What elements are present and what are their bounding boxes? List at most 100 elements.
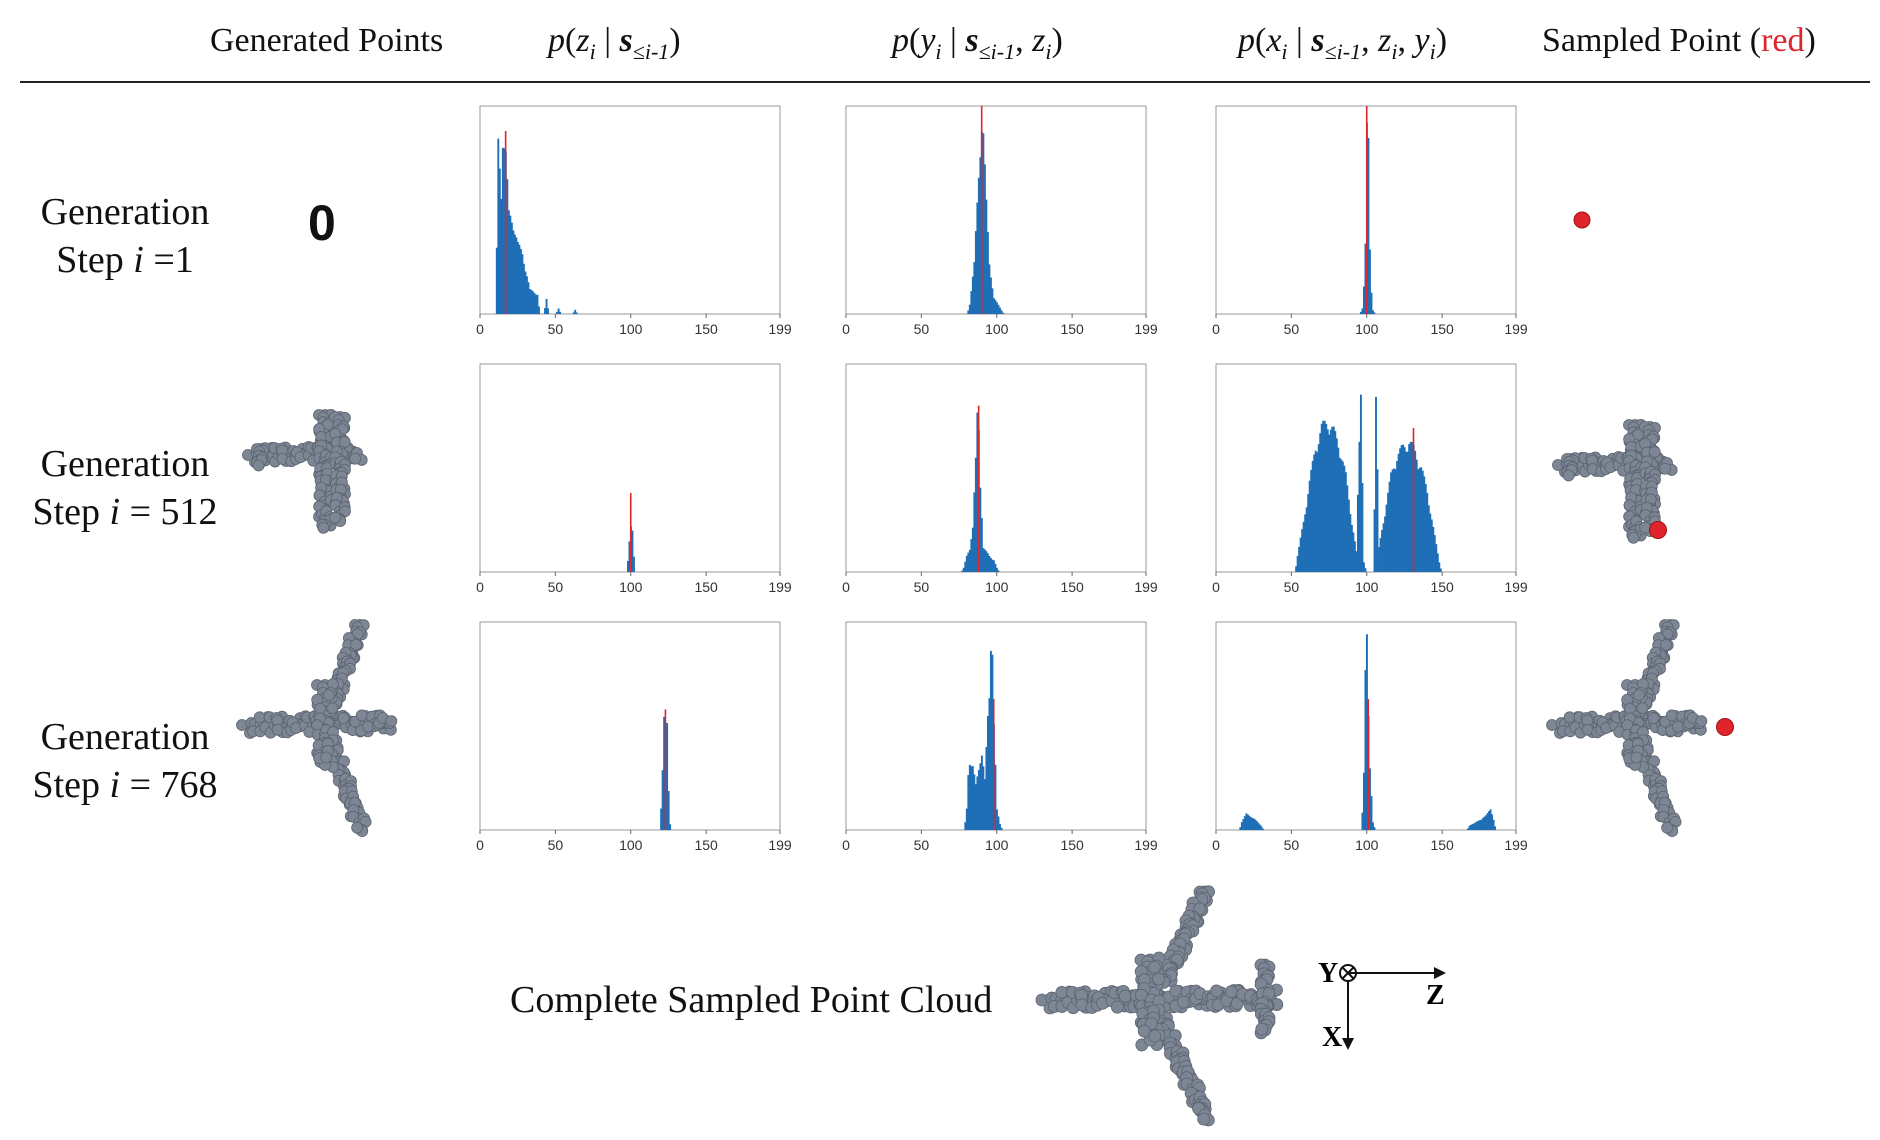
- hist-bar: [1319, 433, 1322, 572]
- hist-bar: [994, 300, 997, 314]
- hist-bar: [1482, 817, 1484, 830]
- hist-bar: [1002, 312, 1004, 314]
- cloud-point: [1647, 712, 1660, 725]
- row1-line1: Generation: [40, 191, 210, 233]
- hist-bar: [1375, 396, 1377, 572]
- x-tick-label: 150: [1430, 837, 1454, 853]
- x-tick-label: 100: [1355, 837, 1379, 853]
- hist-bar: [989, 557, 992, 572]
- hist-bar: [1246, 814, 1249, 830]
- hist-bar: [1316, 452, 1319, 572]
- hist-bar: [507, 210, 510, 314]
- hist-bar: [513, 234, 516, 314]
- hist-bar: [1322, 420, 1325, 572]
- hist-bar: [1343, 465, 1346, 572]
- hist-bar: [1356, 494, 1359, 572]
- hist-r3-x: 0 50 100 150 199: [1212, 621, 1528, 853]
- x-tick-label: 100: [1355, 579, 1379, 595]
- row1-var: i: [133, 239, 144, 281]
- hist-bar: [1317, 444, 1320, 572]
- x-tick-label: 150: [694, 837, 718, 853]
- hist-bar: [1252, 818, 1255, 830]
- hist-bar: [968, 550, 971, 572]
- x-tick-label: 100: [1355, 321, 1379, 337]
- header-p-z: p(zi | s≤i-1): [548, 22, 681, 64]
- axis-y-label: Y: [1318, 958, 1338, 989]
- hist-bar: [980, 518, 983, 572]
- cloud-complete: [1035, 885, 1284, 1127]
- hist-bar: [983, 164, 986, 314]
- hist-bar: [983, 779, 986, 830]
- hist-bar: [971, 276, 974, 314]
- hist-bar: [512, 230, 515, 314]
- hist-bar: [982, 766, 985, 830]
- hist-bar: [1366, 634, 1368, 830]
- row2-suffix: = 512: [120, 491, 218, 533]
- hist-bar: [961, 570, 964, 572]
- x-tick-label: 50: [914, 579, 930, 595]
- hist-r2-x: 0 50 100 150 199: [1212, 363, 1528, 595]
- x-tick-label: 0: [476, 579, 484, 595]
- cloud-point: [1148, 1029, 1162, 1043]
- hist-bar: [967, 552, 970, 572]
- x-tick-label: 100: [619, 837, 643, 853]
- hist-bar: [1335, 438, 1338, 572]
- hist-bar: [575, 312, 578, 314]
- hist-bar: [1409, 441, 1412, 572]
- hist-bar: [967, 775, 970, 830]
- zero-points-label: 0: [308, 195, 336, 251]
- header-rule: [20, 81, 1870, 83]
- hist-bar: [1471, 824, 1474, 830]
- hist-bar: [574, 309, 577, 314]
- hist-bar: [1480, 819, 1483, 830]
- cloud-point: [337, 712, 350, 725]
- plot-frame: [479, 621, 781, 831]
- hist-bar: [980, 755, 983, 830]
- hist-bar: [1369, 249, 1371, 314]
- hist-bar: [544, 308, 546, 314]
- hist-bar: [989, 650, 992, 830]
- hist-bar: [545, 298, 548, 314]
- hist-bar: [1298, 546, 1301, 572]
- hist-bar: [666, 722, 669, 830]
- hist-bar: [522, 263, 525, 314]
- hist-bar: [968, 764, 971, 830]
- hist-bar: [1337, 447, 1340, 572]
- hist-bar: [1331, 426, 1334, 572]
- hist-r3-y: 0 50 100 150 199: [842, 621, 1158, 853]
- hist-bar: [1427, 505, 1430, 572]
- hist-bar: [1396, 461, 1399, 572]
- hist-bar: [986, 553, 989, 572]
- hist-bar: [1486, 813, 1489, 830]
- hist-bar: [510, 222, 513, 314]
- hist-bar: [982, 548, 985, 572]
- hist-bar: [1373, 312, 1376, 314]
- hist-bar: [1295, 566, 1298, 572]
- hist-bar: [1438, 562, 1441, 572]
- hist-bar: [992, 560, 995, 572]
- hist-bar: [1254, 819, 1257, 830]
- x-tick-label: 50: [548, 837, 564, 853]
- hist-bar: [1426, 492, 1429, 572]
- hist-bar: [1255, 821, 1258, 830]
- hist-bar: [1387, 492, 1390, 572]
- hist-bar: [1367, 137, 1370, 314]
- hist-bar: [1346, 485, 1349, 572]
- cloud-point: [1633, 689, 1645, 701]
- hist-bar: [1492, 819, 1495, 830]
- axis-x-label: X: [1322, 1022, 1342, 1053]
- cloud-point: [1695, 715, 1708, 728]
- hist-bar: [495, 247, 498, 314]
- hist-bar: [1476, 821, 1478, 830]
- hist-bar: [1361, 308, 1364, 314]
- hist-bar: [1301, 529, 1304, 572]
- row3-line2: Step i = 768: [0, 761, 250, 809]
- hist-bar: [633, 556, 635, 572]
- axis-x-arrowhead: [1342, 1038, 1354, 1050]
- hist-bar: [1473, 823, 1475, 830]
- hist-bar: [557, 308, 560, 314]
- hist-bar: [1362, 772, 1365, 830]
- hist-r3-z: 0 50 100 150 199: [476, 621, 792, 853]
- x-tick-label: 199: [1504, 321, 1528, 337]
- row1-line2: Step i =1: [0, 236, 250, 284]
